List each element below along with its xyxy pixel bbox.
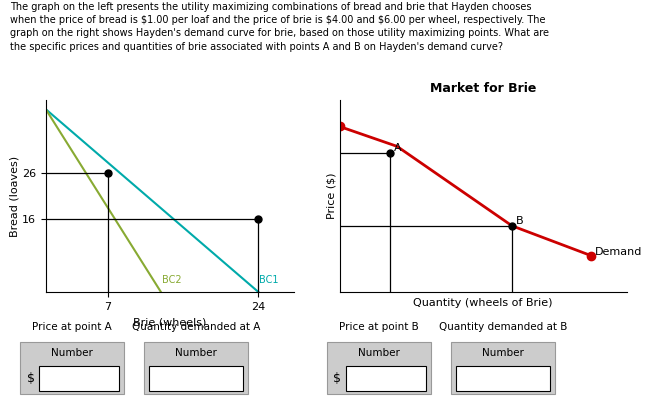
Text: Price at point B: Price at point B (339, 322, 419, 332)
X-axis label: Quantity (wheels of Brie): Quantity (wheels of Brie) (413, 298, 553, 308)
Text: Quantity demanded at A: Quantity demanded at A (132, 322, 260, 332)
Text: Quantity demanded at B: Quantity demanded at B (439, 322, 567, 332)
Title: Market for Brie: Market for Brie (430, 82, 536, 95)
Text: Demand: Demand (595, 247, 642, 257)
Y-axis label: Price ($): Price ($) (326, 173, 337, 219)
Text: BC1: BC1 (259, 275, 279, 285)
Text: B: B (516, 216, 523, 226)
Text: Number: Number (51, 348, 93, 358)
Text: Number: Number (358, 348, 400, 358)
Text: Price at point A: Price at point A (32, 322, 112, 332)
Text: A: A (393, 143, 401, 153)
Text: Number: Number (175, 348, 217, 358)
Text: $: $ (334, 372, 342, 385)
Y-axis label: Bread (loaves): Bread (loaves) (9, 156, 19, 236)
X-axis label: Brie (wheels): Brie (wheels) (133, 317, 206, 327)
Text: BC2: BC2 (162, 275, 182, 285)
Text: Number: Number (482, 348, 524, 358)
Text: $: $ (27, 372, 35, 385)
Text: The graph on the left presents the utility maximizing combinations of bread and : The graph on the left presents the utili… (10, 2, 549, 52)
